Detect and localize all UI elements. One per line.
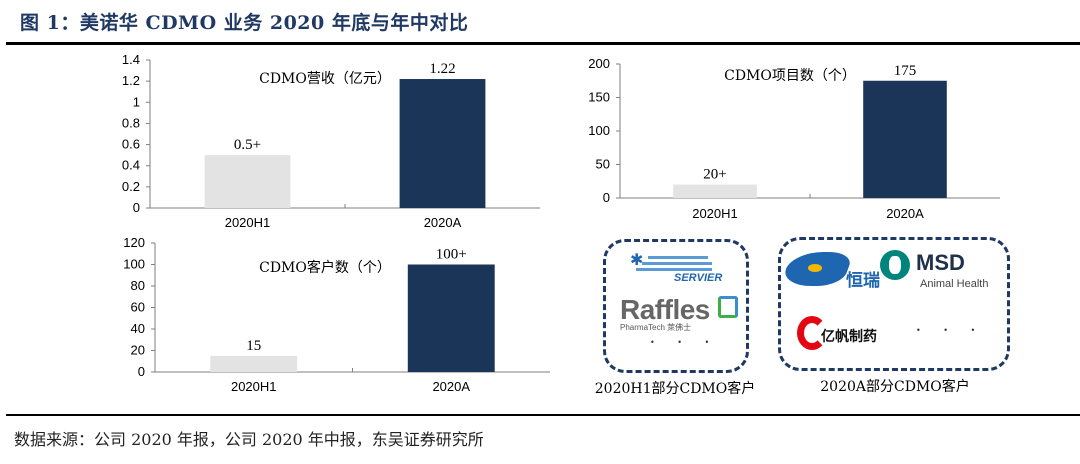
- clients-category-label: 2020H1: [231, 379, 277, 394]
- clients-y-tick-label: 120: [123, 235, 145, 250]
- clients-y-tick-label: 40: [131, 321, 145, 336]
- revenue-y-tick-label: 1.2: [122, 73, 140, 88]
- projects-bar-2020H1: [673, 184, 757, 198]
- dragon-icon: [797, 316, 827, 350]
- clients-data-label: 15: [246, 338, 261, 354]
- projects-data-label: 20+: [703, 167, 726, 183]
- clients-y-tick-label: 100: [123, 257, 145, 272]
- revenue-y-tick-label: 0.4: [122, 158, 140, 173]
- revenue-category-label: 2020H1: [225, 215, 271, 230]
- projects-y-tick-label: 200: [588, 56, 610, 71]
- yifan-logo: 亿帆制药: [795, 312, 895, 354]
- projects-bar-2020A: [863, 80, 947, 198]
- bottom-rule: [6, 414, 1080, 416]
- projects-y-tick-label: 100: [588, 123, 610, 138]
- clients-chart-title: CDMO客户数（个）: [259, 259, 391, 276]
- raffles-logo: Raffles PharmaTech 萊佛士: [620, 294, 738, 333]
- revenue-bar-2020A: [399, 79, 486, 209]
- projects-chart-title: CDMO项目数（个）: [724, 68, 856, 84]
- projects-category-label: 2020A: [886, 206, 924, 221]
- servier-logo: ✱ SERVIER: [630, 252, 723, 284]
- top-rule: [6, 42, 1080, 45]
- servier-star-icon: ✱: [630, 252, 644, 269]
- figure-title: 图 1：美诺华 CDMO 业务 2020 年底与年中对比: [20, 12, 469, 34]
- projects-y-tick-label: 50: [596, 157, 610, 172]
- revenue-y-tick-label: 0.6: [122, 137, 140, 152]
- a-more-dots: • • •: [916, 326, 986, 335]
- revenue-data-label: 0.5+: [234, 137, 261, 153]
- revenue-y-tick-label: 0.2: [122, 179, 140, 194]
- revenue-category-label: 2020A: [424, 215, 462, 230]
- revenue-y-tick-label: 0.8: [122, 115, 140, 130]
- projects-data-label: 175: [894, 63, 917, 79]
- clients-data-label: 100+: [436, 247, 467, 263]
- source-note: 数据来源：公司 2020 年报，公司 2020 年中报，东吴证券研究所: [14, 430, 484, 449]
- clients-bar-2020A: [407, 264, 495, 372]
- revenue-data-label: 1.22: [429, 61, 455, 77]
- clients-y-tick-label: 60: [131, 300, 145, 315]
- h1-customers-caption: 2020H1部分CDMO客户: [594, 381, 756, 397]
- revenue-y-tick-label: 1.4: [122, 52, 140, 67]
- clients-y-tick-label: 20: [131, 343, 145, 358]
- a-customers-box: [778, 237, 1010, 371]
- revenue-chart-title: CDMO营收（亿元）: [259, 71, 391, 87]
- projects-category-label: 2020H1: [692, 206, 738, 221]
- revenue-y-tick-label: 0: [133, 200, 140, 215]
- projects-y-tick-label: 0: [603, 190, 610, 205]
- clients-y-tick-label: 0: [138, 364, 145, 379]
- revenue-bar-2020H1: [204, 155, 291, 208]
- revenue-y-tick-label: 1: [133, 94, 140, 109]
- clients-bar-2020H1: [210, 355, 298, 372]
- a-customers-caption: 2020A部分CDMO客户: [820, 379, 970, 395]
- h1-customers-box: [603, 239, 749, 373]
- hengrui-logo: 恒瑞: [779, 250, 881, 292]
- h1-more-dots: • • •: [650, 338, 720, 347]
- msd-logo: MSD Animal Health: [880, 250, 1005, 294]
- hexagon-icon: [718, 296, 738, 318]
- clients-category-label: 2020A: [432, 379, 470, 394]
- clients-y-tick-label: 80: [131, 278, 145, 293]
- projects-y-tick-label: 150: [588, 90, 610, 105]
